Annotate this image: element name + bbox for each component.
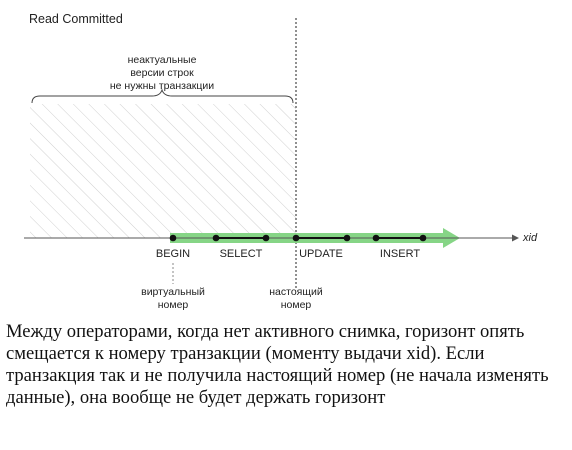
caption-paragraph: Между операторами, когда нет активного с… xyxy=(6,321,549,408)
diagram-title: Read Committed xyxy=(29,12,123,26)
begin-point xyxy=(169,234,177,242)
xid-axis-label: xid xyxy=(522,232,538,244)
insert-start-point xyxy=(372,234,380,242)
insert-end-point xyxy=(419,234,427,242)
read-committed-diagram: Read Committed неактуальные версии строк… xyxy=(24,12,538,311)
select-label: SELECT xyxy=(220,248,263,260)
update-start-point xyxy=(292,234,300,242)
select-start-point xyxy=(212,234,220,242)
brace-label-line-2: версии строк xyxy=(130,67,194,79)
xid-axis-arrowhead xyxy=(512,234,519,242)
begin-label: BEGIN xyxy=(156,248,190,260)
curly-brace xyxy=(31,88,294,104)
virtual-number-label-line-2: номер xyxy=(158,299,189,311)
real-number-label-line-2: номер xyxy=(281,299,312,311)
hatched-region xyxy=(30,104,296,238)
virtual-number-label-line-1: виртуальный xyxy=(141,286,205,298)
insert-label: INSERT xyxy=(380,248,420,260)
brace-label-line-3: не нужны транзакции xyxy=(110,80,214,92)
real-number-label-line-1: настоящий xyxy=(269,286,323,298)
update-label: UPDATE xyxy=(299,248,343,260)
select-end-point xyxy=(262,234,270,242)
update-end-point xyxy=(343,234,351,242)
brace-label-line-1: неактуальные xyxy=(128,54,197,66)
